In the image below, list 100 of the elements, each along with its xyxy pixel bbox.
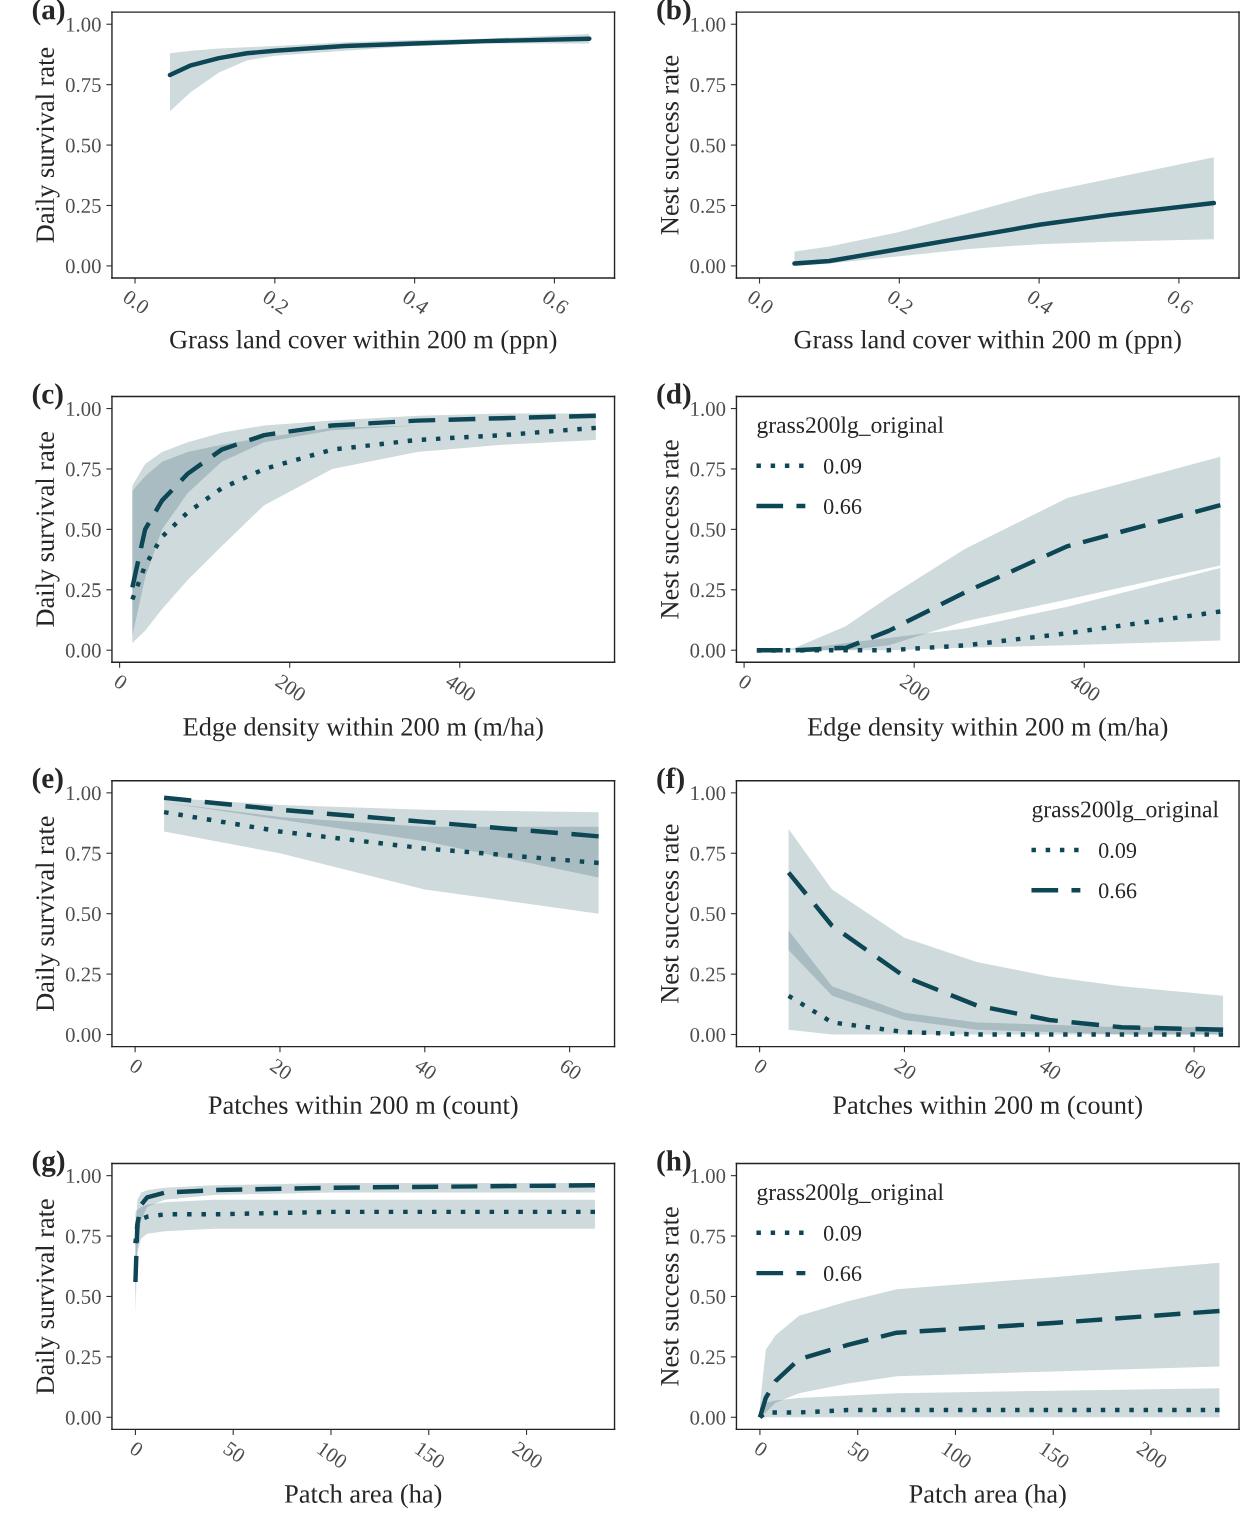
x-tick-label: 0.2: [261, 289, 290, 315]
y-tick-label: 0.50: [690, 1289, 726, 1304]
y-tick-label: 0.00: [65, 1027, 101, 1043]
x-axis-title: Patch area (ha): [284, 1484, 442, 1509]
chart-title: (d): [657, 383, 691, 410]
y-tick-label: 0.25: [690, 583, 726, 598]
legend-label: 0.66: [823, 1266, 862, 1282]
x-tick-label: 50: [847, 1440, 871, 1464]
x-tick-label: 150: [414, 1441, 446, 1470]
y-axis-title: Nest success rate: [661, 55, 679, 235]
x-tick-label: 200: [1135, 1440, 1169, 1470]
x-axis-title: Grass land cover within 200 m (ppn): [794, 329, 1181, 354]
x-tick-label: 150: [1038, 1441, 1071, 1470]
y-tick-label: 1.00: [691, 1169, 726, 1184]
x-tick-label: 200: [274, 673, 307, 703]
x-tick-label: 200: [511, 1440, 544, 1470]
x-tick-label: 0: [737, 673, 753, 691]
x-axis-title: Edge density within 200 m (m/ha): [807, 717, 1168, 742]
x-tick-label: 100: [941, 1441, 973, 1470]
chart-title: (h): [657, 1150, 691, 1177]
y-tick-label: 1.00: [691, 401, 726, 417]
y-tick-label: 0.75: [690, 846, 726, 861]
x-tick-label: 200: [899, 673, 932, 703]
y-tick-label: 0.50: [65, 1289, 101, 1304]
y-tick-label: 0.00: [65, 259, 101, 274]
legend-label: 0.09: [823, 458, 862, 474]
legend-label: 0.09: [823, 1225, 862, 1241]
y-tick-label: 0.25: [65, 1350, 101, 1365]
x-axis-title: Patches within 200 m (count): [833, 1095, 1142, 1120]
y-tick-label: 0.75: [65, 462, 101, 477]
y-tick-label: 1.00: [66, 17, 101, 32]
x-axis-title: Grass land cover within 200 m (ppn): [170, 329, 557, 354]
x-tick-label: 50: [222, 1440, 247, 1464]
x-tick-label: 0: [128, 1440, 145, 1458]
x-tick-label: 100: [316, 1441, 349, 1470]
y-tick-label: 0.50: [690, 138, 726, 153]
y-tick-label: 0.50: [65, 907, 101, 922]
y-tick-label: 0.25: [65, 198, 101, 213]
x-tick-label: 60: [1183, 1058, 1208, 1081]
legend-title: grass200lg_original: [1032, 800, 1219, 823]
y-tick-label: 0.25: [65, 967, 101, 982]
y-tick-label: 0.75: [690, 78, 726, 93]
x-tick-label: 0.0: [746, 289, 775, 315]
y-tick-label: 0.00: [65, 643, 101, 658]
y-axis-title: Daily survival rate: [35, 1199, 60, 1394]
x-tick-label: 0.6: [541, 289, 570, 316]
x-axis-title: Patch area (ha): [909, 1484, 1066, 1509]
legend-title: grass200lg_original: [757, 1183, 944, 1206]
y-axis-title: Nest success rate: [661, 1207, 679, 1386]
legend-label: 0.09: [1098, 843, 1137, 859]
y-tick-label: 0.75: [690, 462, 726, 477]
y-tick-label: 1.00: [66, 401, 101, 417]
y-tick-label: 0.50: [65, 522, 101, 537]
x-tick-label: 0.0: [121, 289, 151, 315]
x-tick-label: 20: [893, 1058, 918, 1081]
y-tick-label: 0.75: [65, 78, 101, 93]
y-tick-label: 0.25: [690, 967, 726, 982]
y-tick-label: 1.00: [691, 786, 726, 801]
y-tick-label: 0.50: [690, 907, 726, 922]
x-tick-label: 60: [558, 1058, 583, 1081]
x-tick-label: 40: [413, 1057, 438, 1081]
chart-title: (c): [32, 383, 63, 410]
y-axis-title: Nest success rate: [661, 824, 679, 1004]
x-tick-label: 0.4: [401, 289, 431, 316]
x-tick-label: 0: [753, 1057, 769, 1075]
y-tick-label: 0.00: [690, 259, 726, 274]
x-tick-label: 0: [113, 673, 129, 691]
x-tick-label: 0: [128, 1057, 144, 1075]
x-tick-label: 0.2: [886, 289, 915, 315]
y-tick-label: 1.00: [691, 17, 726, 32]
legend-title: grass200lg_original: [757, 416, 944, 438]
y-tick-label: 0.00: [690, 1410, 726, 1425]
legend-label: 0.66: [1098, 883, 1137, 899]
y-tick-label: 0.50: [65, 138, 101, 153]
x-axis-title: Patches within 200 m (count): [208, 1095, 518, 1120]
x-tick-label: 0: [753, 1440, 769, 1458]
x-tick-label: 20: [269, 1058, 293, 1081]
y-tick-label: 0.50: [690, 522, 726, 537]
y-tick-label: 1.00: [66, 1169, 101, 1184]
y-tick-label: 0.00: [65, 1410, 101, 1425]
x-tick-label: 0.4: [1026, 289, 1055, 316]
x-tick-label: 40: [1038, 1057, 1063, 1081]
y-axis-title: Nest success rate: [661, 440, 679, 619]
y-tick-label: 0.25: [65, 583, 101, 598]
x-tick-label: 400: [1068, 673, 1102, 703]
y-tick-label: 0.00: [690, 643, 726, 658]
x-tick-label: 0.6: [1165, 289, 1195, 316]
y-tick-label: 0.75: [65, 1229, 101, 1244]
y-tick-label: 0.25: [690, 1350, 726, 1365]
x-tick-label: 400: [444, 673, 477, 703]
y-tick-label: 0.00: [690, 1027, 726, 1043]
y-axis-title: Daily survival rate: [35, 816, 60, 1012]
chart-title: (e): [32, 767, 63, 794]
y-tick-label: 0.75: [690, 1229, 726, 1244]
legend-label: 0.66: [823, 499, 862, 515]
y-tick-label: 1.00: [66, 786, 101, 801]
y-axis-title: Daily survival rate: [35, 432, 60, 627]
x-axis-title: Edge density within 200 m (m/ha): [183, 717, 543, 742]
chart-title: (f): [657, 767, 684, 795]
y-tick-label: 0.25: [690, 198, 726, 213]
